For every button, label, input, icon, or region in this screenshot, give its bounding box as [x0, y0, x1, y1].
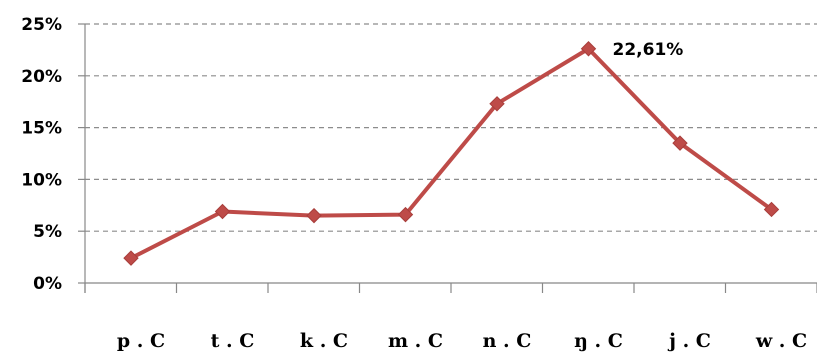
data-point — [397, 206, 414, 223]
y-tick-label: 0% — [33, 274, 62, 294]
data-point — [580, 41, 597, 57]
x-tick-label: n . C — [483, 330, 532, 352]
data-label: 22,61% — [613, 40, 684, 60]
x-tick-label: t . C — [211, 330, 255, 352]
x-tick-label: k . C — [300, 330, 348, 352]
x-axis-ticks: p . C t . C k . C m . C n . C ŋ . C j . C w . C — [84, 283, 817, 352]
data-labels: 22,61% — [613, 40, 684, 60]
data-point — [489, 96, 505, 112]
x-tick-label: m . C — [388, 330, 443, 352]
x-tick-label: j . C — [667, 330, 711, 352]
data-point — [672, 135, 688, 151]
y-axis-ticks: 0% 5% 10% 15% 20% 25% — [21, 15, 85, 294]
y-tick-label: 20% — [21, 67, 62, 87]
series-line — [130, 46, 773, 260]
y-tick-label: 25% — [21, 15, 62, 35]
data-markers — [123, 41, 780, 266]
y-tick-label: 10% — [21, 170, 62, 190]
x-tick-label: ŋ . C — [574, 330, 623, 352]
data-point — [763, 201, 780, 218]
data-point — [214, 203, 231, 220]
gridlines — [85, 23, 817, 232]
data-point — [306, 207, 322, 224]
y-tick-label: 5% — [33, 222, 62, 242]
x-tick-label: p . C — [117, 330, 165, 352]
data-point — [123, 250, 139, 266]
x-tick-label: w . C — [755, 330, 807, 352]
y-tick-label: 15% — [21, 119, 62, 139]
